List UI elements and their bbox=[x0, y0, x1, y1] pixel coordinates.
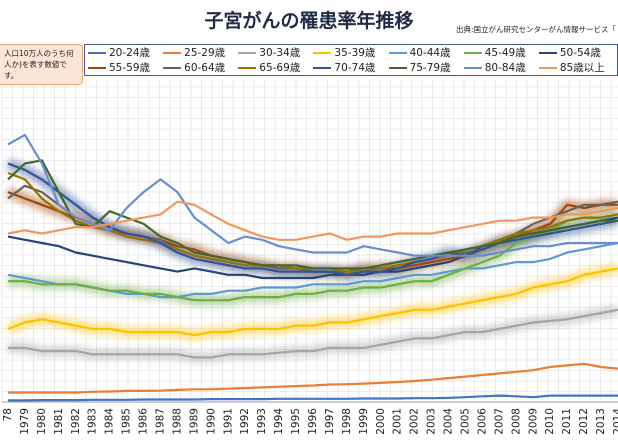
legend-label: 75-79歳 bbox=[409, 62, 451, 74]
x-tick-label: 1984 bbox=[104, 408, 116, 435]
series-12-line bbox=[7, 133, 618, 257]
legend-label: 40-44歳 bbox=[409, 47, 451, 59]
legend-label: 20-24歳 bbox=[109, 47, 151, 59]
legend-item: 45-49歳 bbox=[463, 45, 539, 60]
chart-legend: 20-24歳 25-29歳 30-34歳 35-39歳 40-44歳 45-49歳 50-5… bbox=[84, 44, 618, 76]
legend-swatch bbox=[388, 66, 407, 69]
legend-item: 55-59歳 bbox=[88, 60, 163, 75]
x-tick-label: 1980 bbox=[36, 408, 48, 435]
unit-note: 人口10万人のうち何人か)を表す数値です。 bbox=[0, 44, 83, 85]
x-tick-label: 1987 bbox=[155, 408, 167, 435]
legend-swatch bbox=[463, 51, 482, 54]
legend-item: 25-29歳 bbox=[163, 45, 238, 60]
legend-swatch bbox=[238, 66, 257, 69]
legend-label: 85歳以上 bbox=[559, 62, 605, 74]
x-tick-label: 1991 bbox=[222, 408, 234, 435]
legend-swatch bbox=[313, 66, 332, 69]
legend-item: 85歳以上 bbox=[538, 60, 614, 75]
x-tick-label: 1993 bbox=[256, 408, 268, 435]
legend-swatch bbox=[463, 66, 482, 69]
x-tick-label: 1990 bbox=[205, 408, 217, 435]
x-tick-label: 1988 bbox=[171, 408, 183, 435]
legend-swatch bbox=[313, 51, 332, 54]
legend-item: 75-79歳 bbox=[388, 60, 464, 75]
legend-swatch bbox=[238, 51, 257, 54]
x-tick-label: 2000 bbox=[375, 408, 387, 435]
legend-label: 55-59歳 bbox=[109, 62, 151, 74]
legend-item: 40-44歳 bbox=[388, 45, 464, 60]
chart-title: 子宮がんの罹患率年推移 bbox=[204, 10, 414, 32]
series-line-layer bbox=[7, 133, 618, 402]
x-tick-label: 2005 bbox=[460, 408, 472, 435]
legend-swatch bbox=[163, 51, 182, 54]
legend-swatch bbox=[88, 66, 106, 69]
legend-swatch bbox=[538, 51, 557, 54]
series-10-line bbox=[7, 162, 618, 276]
x-tick-label: 1979 bbox=[19, 408, 31, 435]
legend-item: 65-69歳 bbox=[238, 60, 313, 75]
series-1-line bbox=[8, 362, 618, 394]
legend-swatch bbox=[388, 51, 407, 54]
x-tick-label: 1996 bbox=[307, 408, 319, 435]
x-tick-label: 1997 bbox=[324, 408, 336, 435]
legend-label: 80-84歳 bbox=[484, 62, 526, 74]
series-0-line bbox=[8, 394, 618, 402]
legend-item: 30-34歳 bbox=[238, 45, 313, 60]
series-13-line bbox=[7, 200, 618, 241]
legend-label: 30-34歳 bbox=[259, 47, 301, 59]
legend-swatch bbox=[88, 51, 106, 54]
legend-item: 70-74歳 bbox=[313, 60, 388, 75]
series-5-line bbox=[8, 213, 618, 302]
series-2-line bbox=[8, 308, 618, 359]
x-tick-label: 1982 bbox=[70, 408, 82, 435]
x-tick-label: 1981 bbox=[53, 408, 65, 435]
legend-label: 65-69歳 bbox=[259, 62, 301, 74]
series-3-line bbox=[7, 267, 618, 337]
x-tick-label: 2001 bbox=[392, 408, 404, 435]
x-tick-label: 2008 bbox=[510, 408, 522, 435]
x-tick-label: 1986 bbox=[138, 408, 150, 435]
x-tick-label: 2002 bbox=[409, 408, 421, 435]
x-tick-label: 2014 bbox=[612, 408, 618, 435]
x-tick-label: 2013 bbox=[595, 408, 607, 435]
x-axis-ticks: 78 1979 1980 1981 1982 1983 1984 1985 1986 1987 19… bbox=[2, 408, 618, 435]
x-tick-label: 1989 bbox=[188, 408, 200, 435]
x-tick-label: 1983 bbox=[87, 408, 99, 435]
legend-label: 70-74歳 bbox=[334, 62, 376, 74]
x-tick-label: 1999 bbox=[358, 408, 370, 435]
x-tick-label: 1985 bbox=[121, 408, 133, 435]
legend-label: 60-64歳 bbox=[184, 62, 226, 74]
legend-swatch bbox=[538, 66, 557, 69]
x-tick-label: 2009 bbox=[527, 408, 539, 435]
x-tick-label: 1995 bbox=[290, 408, 302, 435]
x-tick-label: 2007 bbox=[493, 408, 505, 435]
legend-item: 35-39歳 bbox=[313, 45, 388, 60]
series-11-line bbox=[7, 159, 618, 270]
legend-label: 25-29歳 bbox=[184, 47, 226, 59]
legend-item: 50-54歳 bbox=[538, 45, 614, 60]
legend-label: 45-49歳 bbox=[484, 47, 526, 59]
x-tick-label: 78 bbox=[2, 408, 14, 421]
legend-label: 35-39歳 bbox=[334, 47, 376, 59]
source-note: 出典:国立がん研究センターがん情報サービス「 bbox=[455, 25, 616, 34]
legend-item: 80-84歳 bbox=[463, 60, 539, 75]
legend-item: 20-24歳 bbox=[88, 45, 163, 60]
legend-item: 60-64歳 bbox=[163, 60, 238, 75]
x-tick-label: 1998 bbox=[341, 408, 353, 435]
x-tick-label: 2010 bbox=[544, 408, 556, 435]
x-tick-label: 2012 bbox=[578, 408, 590, 435]
x-tick-label: 1992 bbox=[239, 408, 251, 435]
x-tick-label: 2006 bbox=[476, 408, 488, 435]
legend-swatch bbox=[163, 66, 182, 69]
x-tick-label: 1994 bbox=[273, 408, 285, 435]
x-tick-label: 2003 bbox=[426, 408, 438, 435]
legend-label: 50-54歳 bbox=[559, 47, 601, 59]
x-tick-label: 2004 bbox=[443, 408, 455, 435]
x-tick-label: 2011 bbox=[561, 408, 573, 435]
